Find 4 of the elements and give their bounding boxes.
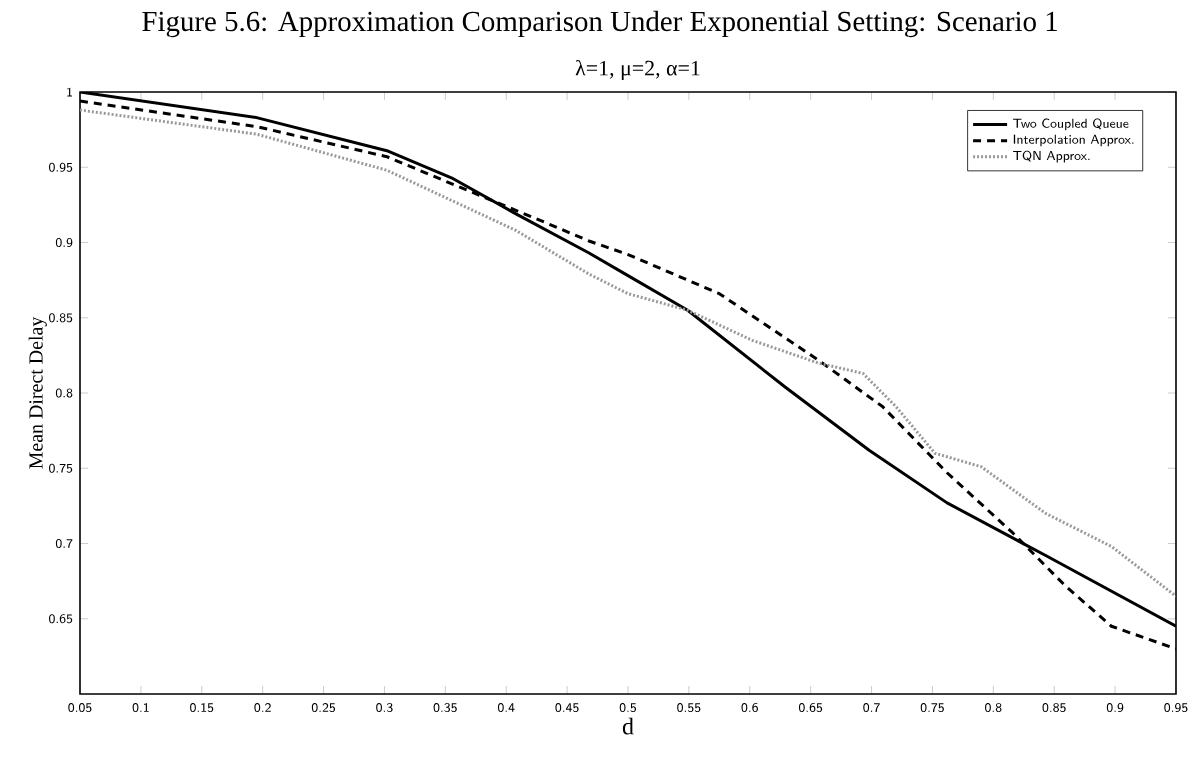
x-axis-title: d bbox=[622, 717, 634, 735]
y-axis-title: Mean Direct Delay bbox=[28, 316, 47, 469]
chart-subtitle: λ=1, μ=2, α=1 bbox=[575, 59, 700, 81]
chart-title: Figure 5.6: Approximation Comparison Under Exponential Setting: Scenario 1 bbox=[142, 10, 1057, 38]
